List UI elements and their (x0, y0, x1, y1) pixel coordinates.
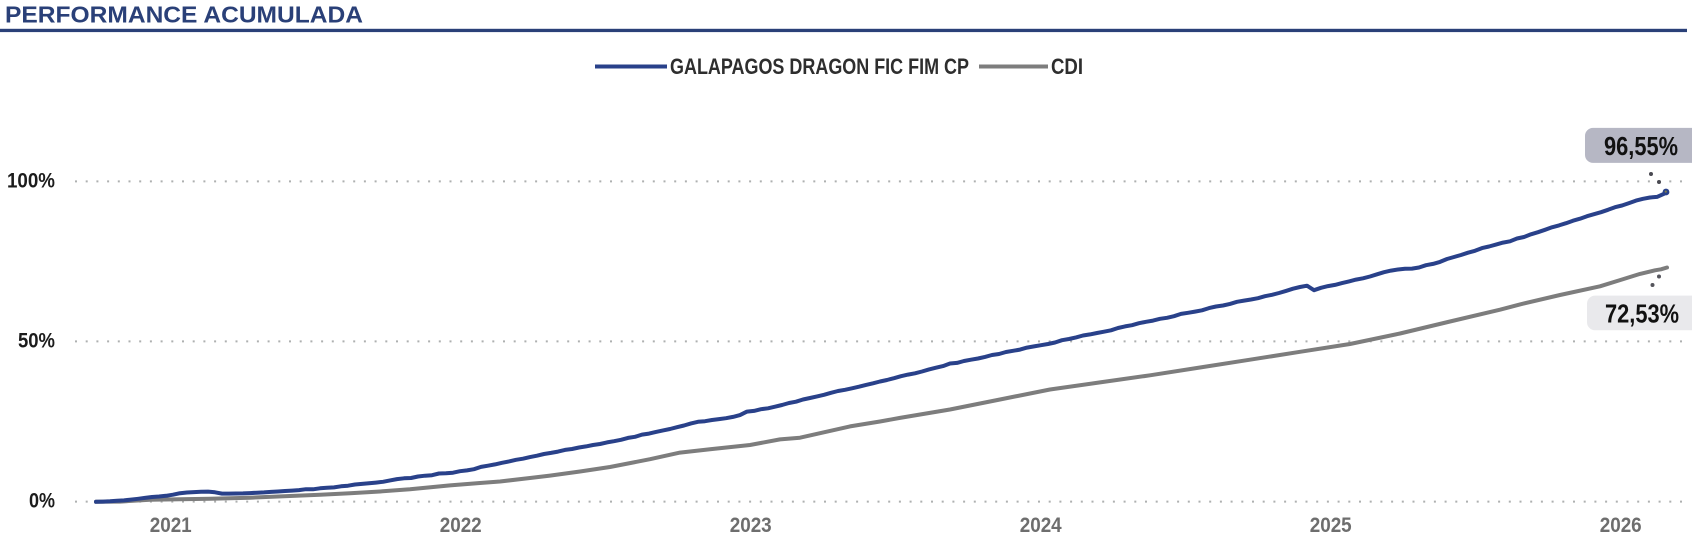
svg-text:GALAPAGOS DRAGON FIC FIM CP: GALAPAGOS DRAGON FIC FIM CP (670, 54, 969, 79)
svg-text:50%: 50% (18, 330, 55, 353)
svg-text:PERFORMANCE ACUMULADA: PERFORMANCE ACUMULADA (5, 2, 363, 28)
svg-text:0%: 0% (29, 490, 55, 513)
svg-text:2021: 2021 (150, 514, 192, 537)
svg-text:100%: 100% (7, 170, 55, 193)
svg-text:2023: 2023 (730, 514, 772, 537)
svg-text:CDI: CDI (1051, 54, 1083, 79)
svg-text:2024: 2024 (1020, 514, 1062, 537)
svg-text:96,55%: 96,55% (1604, 131, 1678, 161)
svg-text:2026: 2026 (1600, 514, 1642, 537)
svg-text:2022: 2022 (440, 514, 482, 537)
svg-text:2025: 2025 (1310, 514, 1352, 537)
svg-text:72,53%: 72,53% (1605, 299, 1679, 329)
